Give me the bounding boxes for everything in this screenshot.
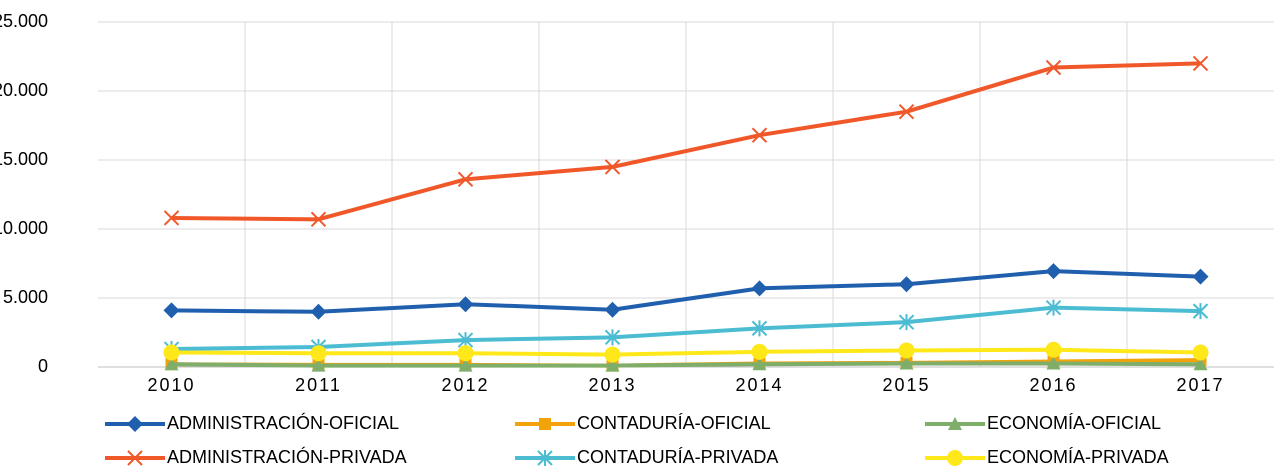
x-tick-label: 2017 [1176, 375, 1224, 395]
series-line [171, 361, 1201, 368]
marker [1045, 341, 1062, 358]
marker [537, 450, 553, 466]
marker [458, 358, 473, 372]
marker [1192, 344, 1209, 361]
marker [310, 303, 327, 320]
legend-label: ECONOMÍA-OFICIAL [987, 413, 1161, 433]
marker [751, 127, 768, 143]
marker [898, 342, 915, 359]
marker [947, 450, 963, 466]
legend-label: ADMINISTRACIÓN-PRIVADA [167, 446, 407, 466]
marker [311, 358, 326, 372]
x-tick-label: 2015 [882, 375, 930, 395]
y-tick-label: 25.000 [0, 11, 48, 31]
y-tick-label: 20.000 [0, 80, 48, 100]
marker [163, 210, 180, 226]
marker [1046, 356, 1061, 370]
marker [457, 296, 474, 313]
x-tick-label: 2014 [735, 375, 783, 395]
marker [127, 416, 143, 432]
legend-label: ECONOMÍA-PRIVADA [987, 447, 1169, 466]
marker [751, 280, 768, 297]
series-line [171, 305, 1201, 352]
marker [1193, 357, 1208, 371]
marker [310, 345, 327, 362]
y-tick-label: 5.000 [3, 287, 48, 307]
y-tick-label: 15.000 [0, 149, 48, 169]
marker [457, 171, 474, 188]
marker [310, 211, 327, 228]
marker [1192, 55, 1209, 72]
legend-label: CONTADURÍA-PRIVADA [577, 447, 778, 466]
marker [604, 301, 621, 318]
y-tick-label: 0 [38, 356, 48, 376]
series-line [171, 61, 1201, 222]
marker [948, 417, 962, 430]
marker [1192, 303, 1209, 320]
y-tick-label: 10.000 [0, 218, 48, 238]
marker [164, 357, 179, 371]
marker [163, 344, 180, 361]
legend-label: ADMINISTRACIÓN-OFICIAL [167, 412, 399, 433]
marker [604, 329, 621, 346]
marker [751, 343, 768, 360]
series-line [171, 347, 1201, 357]
marker [752, 357, 767, 371]
marker [898, 103, 915, 120]
legend-label: CONTADURÍA-OFICIAL [577, 413, 771, 433]
marker [127, 450, 143, 466]
x-tick-label: 2013 [588, 375, 636, 395]
x-tick-label: 2010 [147, 375, 195, 395]
marker [605, 358, 620, 372]
marker [899, 356, 914, 370]
marker [604, 159, 621, 175]
series-line [171, 269, 1201, 314]
marker [898, 314, 915, 331]
marker [604, 346, 621, 363]
marker [163, 302, 180, 319]
marker [751, 320, 768, 337]
marker [457, 345, 474, 362]
marker [1045, 263, 1062, 280]
marker [1192, 268, 1209, 285]
x-tick-label: 2016 [1029, 375, 1077, 395]
marker [1045, 299, 1062, 316]
x-tick-label: 2011 [295, 375, 342, 395]
x-tick-label: 2012 [441, 375, 489, 395]
marker [898, 276, 915, 293]
marker [539, 418, 551, 430]
marker [1045, 59, 1062, 76]
